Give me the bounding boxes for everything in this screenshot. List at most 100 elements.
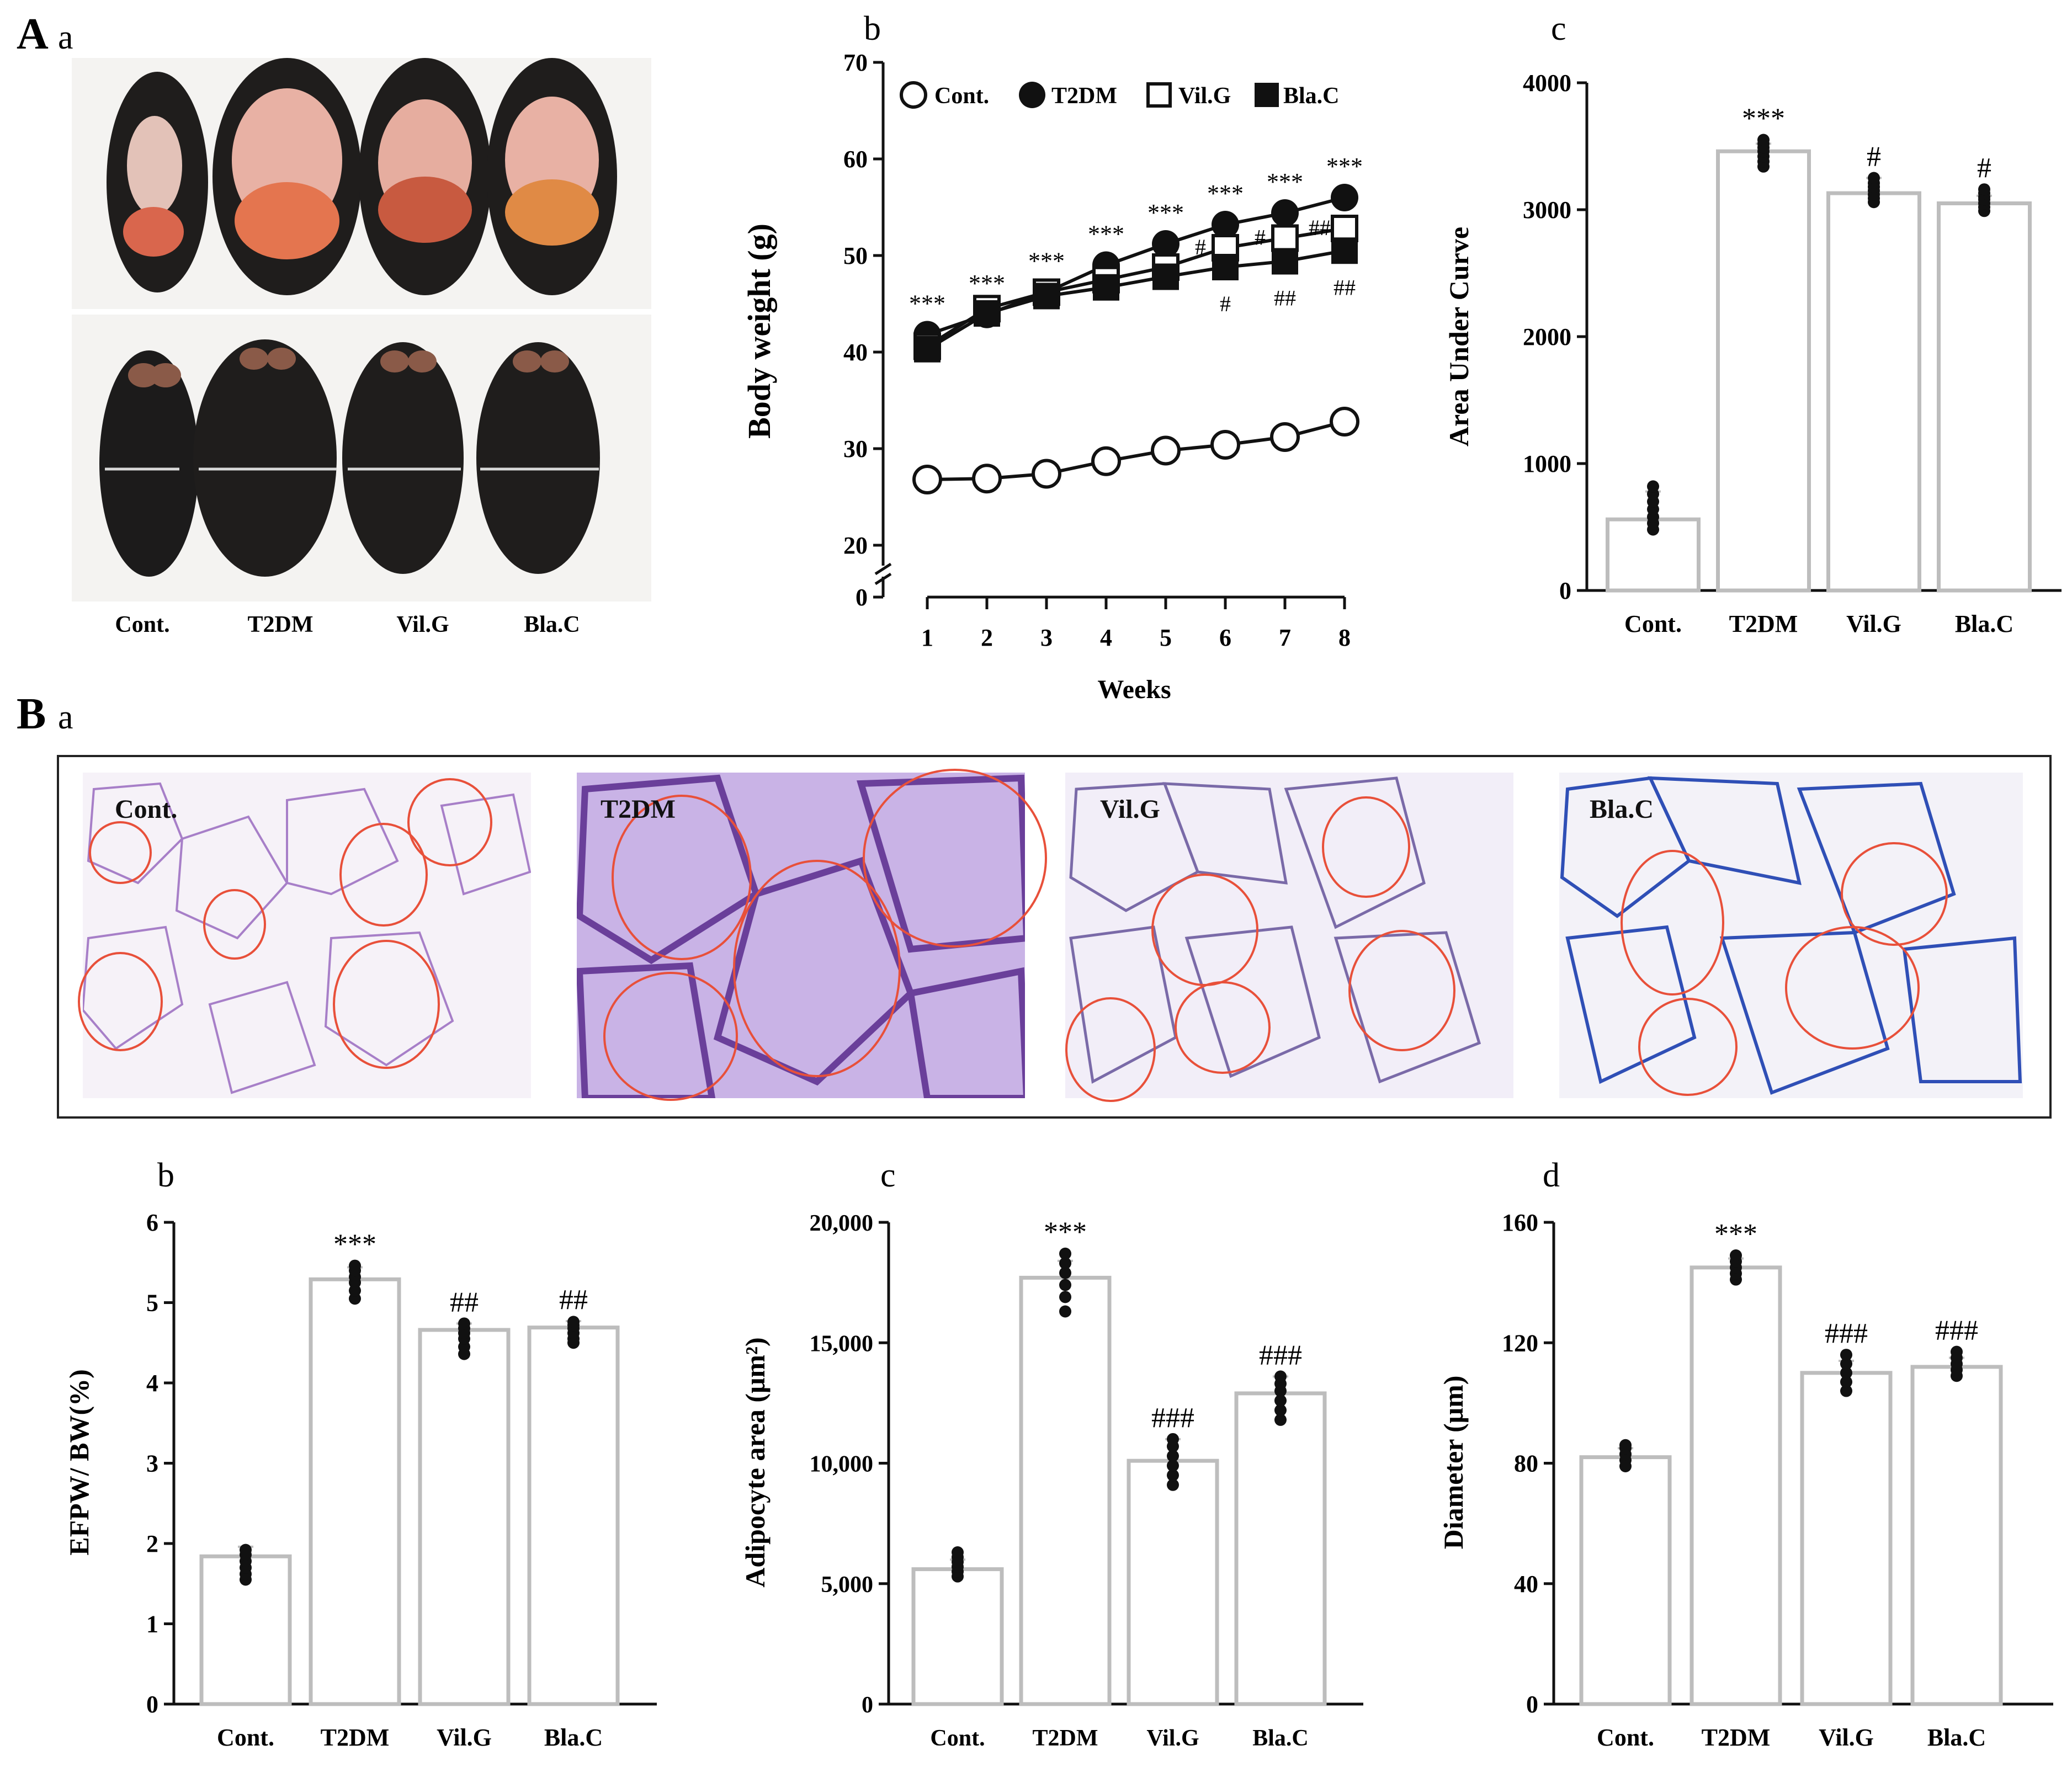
x-tick-label: Vil.G: [1819, 1724, 1874, 1751]
histology-frame: [57, 755, 2052, 1119]
significance-label: ###: [1935, 1315, 1978, 1346]
x-tick-label: Vil.G: [1846, 610, 1901, 637]
histology-vilg: [1065, 773, 1513, 1098]
x-tick-label: 1: [921, 624, 933, 651]
panel-label-B: B: [17, 690, 46, 738]
data-point: [1274, 1404, 1287, 1417]
adipocyte-area-bar-chart: 0 5,000 10,000 15,000 20,000 Adipocyte area (…: [740, 1211, 1363, 1751]
y-tick-label: 40: [843, 339, 868, 366]
panel-label-Bb: b: [157, 1157, 174, 1194]
significance-label: ***: [333, 1229, 376, 1260]
legend-label: Bla.C: [1283, 83, 1340, 109]
y-tick-label: 4: [146, 1370, 158, 1397]
data-point: [1647, 480, 1659, 493]
significance-label: #: [1867, 141, 1881, 173]
x-tick-label: T2DM: [1033, 1726, 1098, 1751]
histology-label-cont: Cont.: [115, 795, 177, 824]
mouse-back-vilg: [342, 342, 464, 574]
y-tick-label: 0: [146, 1691, 158, 1718]
panel-label-Bc: c: [880, 1157, 896, 1194]
x-tick-label: 8: [1338, 624, 1351, 651]
point-blac: [1093, 274, 1119, 301]
x-tick-label: 5: [1160, 624, 1172, 651]
data-point: [1167, 1433, 1179, 1445]
point-cont: [1032, 459, 1061, 489]
data-point: [1619, 1439, 1632, 1451]
y-axis-title: Adipocyte area (μm²): [740, 1337, 771, 1587]
panel-label-Bd: d: [1543, 1157, 1560, 1194]
data-point: [1167, 1478, 1179, 1491]
y-tick-label: 15,000: [810, 1331, 874, 1356]
significance-label: ##: [1274, 286, 1296, 311]
x-tick-label: 6: [1219, 624, 1231, 651]
data-point: [1059, 1305, 1071, 1318]
x-tick-label: Bla.C: [1927, 1724, 1986, 1751]
x-axis-title: Weeks: [1097, 675, 1171, 704]
legend-marker: [1019, 82, 1045, 108]
data-point: [1730, 1249, 1742, 1262]
y-tick-label: 40: [1514, 1571, 1538, 1598]
x-tick-label: Cont.: [1624, 610, 1682, 637]
panel-label-Aa: a: [58, 19, 73, 56]
bar-0: [911, 1567, 1004, 1706]
point-cont: [1270, 422, 1300, 452]
x-tick-label: 7: [1279, 624, 1291, 651]
legend-label: T2DM: [1051, 83, 1117, 109]
x-tick-label: 4: [1100, 624, 1112, 651]
y-tick-label: 5,000: [821, 1572, 874, 1598]
x-tick-label: Bla.C: [1252, 1726, 1309, 1751]
point-cont: [1151, 435, 1181, 466]
x-tick-label: T2DM: [1729, 610, 1798, 637]
y-tick-label: 50: [843, 242, 868, 269]
bar-0: [1579, 1455, 1672, 1706]
diameter-bar-chart: 0 40 80 120 160 Diameter (μm) Cont. T2DM *** Vil.…: [1438, 1209, 2053, 1751]
histology-cont: [83, 773, 531, 1098]
y-axis-title: Diameter (μm): [1438, 1376, 1469, 1550]
significance-label: ***: [1088, 221, 1124, 248]
bar-1: [1019, 1275, 1112, 1706]
significance-label: ##: [1309, 215, 1331, 240]
significance-label: ***: [969, 270, 1005, 297]
point-t2dm: [1212, 211, 1239, 238]
legend-marker: [1146, 82, 1172, 108]
point-blac: [974, 300, 1000, 327]
y-tick-label: 6: [146, 1209, 158, 1236]
legend-marker: [1255, 83, 1279, 107]
data-point: [349, 1259, 361, 1272]
bar-2: [1127, 1459, 1219, 1706]
y-tick-label: 60: [843, 146, 868, 173]
significance-label: ##: [450, 1286, 479, 1318]
efpw-bar-chart: 0 1 2 3 4 5 6 EFPW/ BW(%) Cont. T2DM *** Vil.G ## Bla…: [63, 1209, 657, 1751]
data-point: [1978, 183, 1990, 196]
significance-label: #: [1255, 225, 1266, 250]
histology-roi-circles: [78, 769, 1948, 1102]
y-tick-label: 20,000: [810, 1211, 874, 1236]
y-axis-title: Area Under Curve: [1443, 227, 1474, 446]
significance-label: ***: [1207, 180, 1244, 207]
data-point: [1274, 1370, 1287, 1383]
mouse-dissected-blac: [487, 58, 617, 295]
significance-label: ***: [1714, 1218, 1757, 1250]
x-tick-label: Bla.C: [1955, 610, 2013, 637]
photo-label-vilg: Vil.G: [396, 612, 449, 637]
x-tick-label: Bla.C: [544, 1724, 603, 1751]
y-tick-label: 70: [843, 49, 868, 76]
photo-label-t2dm: T2DM: [248, 612, 314, 637]
data-point: [1840, 1358, 1852, 1370]
x-tick-label: T2DM: [321, 1724, 390, 1751]
significance-label: ***: [909, 290, 945, 317]
point-blac: [1033, 283, 1060, 310]
axis-break-mark: [874, 562, 892, 576]
data-point: [952, 1546, 964, 1559]
legend-label: Vil.G: [1178, 83, 1231, 109]
data-point: [1274, 1395, 1287, 1407]
data-point: [1951, 1345, 1963, 1358]
mouse-dissected-vilg: [359, 58, 491, 295]
body-weight-chart: 70 60 50 40 30 20 0 1 2 3 4 5 6 7 8 Weeks Body weight (g…: [741, 49, 1363, 704]
histology-label-vilg: Vil.G: [1100, 795, 1160, 824]
photo-labels: Cont. T2DM Vil.G Bla.C: [115, 612, 580, 637]
point-t2dm: [1271, 199, 1299, 227]
mouse-back-t2dm: [193, 339, 337, 577]
significance-label: ###: [1825, 1318, 1868, 1349]
